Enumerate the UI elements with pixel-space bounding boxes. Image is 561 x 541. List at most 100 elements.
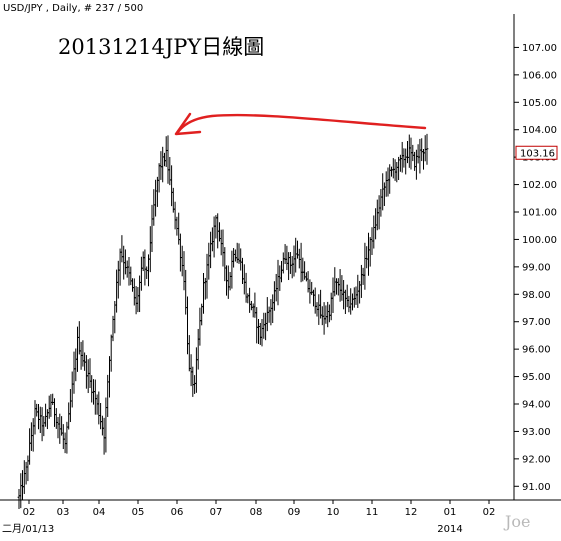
ohlc-bar — [230, 250, 234, 289]
y-tick-label: 99.00 — [522, 262, 551, 273]
y-tick-label: 105.00 — [522, 98, 557, 109]
ohlc-bar — [85, 355, 88, 389]
x-tick-label: 02 — [23, 507, 36, 518]
ohlc-bar — [38, 406, 42, 434]
ohlc-bar — [129, 266, 133, 286]
ohlc-bar — [344, 289, 347, 314]
ohlc-bar — [40, 407, 44, 442]
ohlc-bar — [88, 358, 92, 389]
ohlc-bar — [326, 301, 330, 328]
ohlc-bar — [262, 312, 266, 339]
ohlc-bar — [186, 296, 189, 355]
ohlc-bar — [423, 135, 427, 162]
y-tick-label: 106.00 — [522, 70, 557, 81]
ohlc-bar — [150, 204, 154, 253]
ohlc-bar — [17, 488, 21, 509]
ohlc-bar — [299, 242, 303, 283]
ohlc-bar — [168, 157, 172, 186]
ohlc-bar — [115, 269, 118, 313]
ohlc-bar — [127, 256, 131, 286]
y-tick-label: 97.00 — [522, 317, 551, 328]
ohlc-bar — [191, 366, 195, 397]
x-tick-label: 05 — [132, 507, 145, 518]
ohlc-bar — [258, 322, 262, 345]
ohlc-bar — [69, 389, 72, 423]
y-tick-label: 98.00 — [522, 290, 551, 301]
ohlc-bar — [331, 277, 335, 314]
ohlc-bar — [132, 278, 136, 306]
ohlc-bar — [310, 281, 314, 296]
x-tick-label: 08 — [250, 507, 263, 518]
ohlc-bar — [308, 279, 312, 304]
ohlc-bar — [195, 347, 198, 393]
x-start-date-label: 二月/01/13 — [2, 523, 54, 535]
ohlc-bar — [269, 299, 273, 326]
ohlc-bar — [351, 293, 354, 311]
ohlc-bar — [234, 249, 237, 262]
x-tick-label: 10 — [327, 507, 340, 518]
ohlc-bar — [143, 249, 147, 286]
ohlc-bar — [223, 247, 227, 282]
y-tick-label: 95.00 — [522, 372, 551, 383]
ohlc-bar — [248, 287, 251, 313]
ohlc-bar — [21, 470, 24, 500]
ohlc-bar — [30, 422, 33, 451]
time-axis: 02 03 04 05 06 07 08 09 10 11 12 01 02 二月/01/13 2014 — [2, 500, 495, 535]
ohlc-bar — [47, 395, 51, 419]
ohlc-bar — [290, 256, 294, 279]
x-tick-label: 02 — [483, 507, 496, 518]
ohlc-bar — [358, 280, 361, 304]
ohlc-bar — [276, 259, 280, 306]
x-year-label: 2014 — [437, 524, 462, 535]
ohlc-bar — [289, 251, 292, 274]
watermark: Joe — [503, 512, 531, 531]
y-tick-label: 102.00 — [522, 180, 557, 191]
ohlc-bar — [242, 264, 246, 295]
ohlc-bar — [257, 319, 260, 344]
ohlc-bar — [413, 151, 416, 171]
ohlc-bar — [148, 226, 152, 273]
ohlc-bar — [287, 252, 290, 281]
ohlc-bar — [306, 271, 310, 293]
ohlc-bar — [120, 235, 124, 263]
ohlc-bar — [173, 201, 177, 230]
ohlc-bar — [273, 281, 276, 311]
ohlc-bar — [70, 371, 74, 408]
ohlc-bar — [395, 161, 399, 183]
ohlc-bar — [365, 246, 369, 269]
ohlc-bar — [221, 229, 225, 267]
ohlc-bar — [219, 229, 223, 256]
ohlc-bar — [31, 418, 35, 452]
x-tick-label: 04 — [93, 507, 106, 518]
ohlc-bar — [134, 286, 138, 315]
ohlc-bar — [74, 348, 78, 382]
ohlc-bar — [418, 138, 422, 174]
ohlc-bar — [212, 216, 216, 258]
ohlc-bar — [347, 295, 351, 313]
ohlc-bar — [104, 397, 108, 453]
ohlc-bar — [420, 138, 424, 162]
ohlc-bar — [274, 273, 278, 302]
y-tick-label: 92.00 — [522, 454, 551, 465]
ohlc-bar — [226, 265, 230, 299]
chart-header: USD/JPY , Daily, # 237 / 500 — [3, 3, 143, 14]
ohlc-bar — [189, 354, 193, 387]
ohlc-bar — [193, 375, 196, 394]
annotation-arrowhead — [174, 112, 202, 136]
ohlc-bar — [99, 403, 102, 430]
ohlc-bar — [235, 242, 239, 264]
ohlc-bar — [163, 152, 166, 167]
ohlc-bar — [136, 287, 140, 313]
y-tick-label: 107.00 — [522, 43, 557, 54]
ohlc-bar — [232, 248, 235, 268]
ohlc-bar — [328, 304, 331, 323]
ohlc-bar — [246, 293, 250, 304]
ohlc-bar — [202, 273, 205, 314]
ohlc-bar — [86, 359, 90, 394]
ohlc-bar — [33, 400, 37, 435]
ohlc-bar — [179, 233, 182, 272]
ohlc-bar — [228, 271, 232, 291]
ohlc-bar — [205, 253, 209, 299]
ohlc-bar — [102, 417, 106, 455]
